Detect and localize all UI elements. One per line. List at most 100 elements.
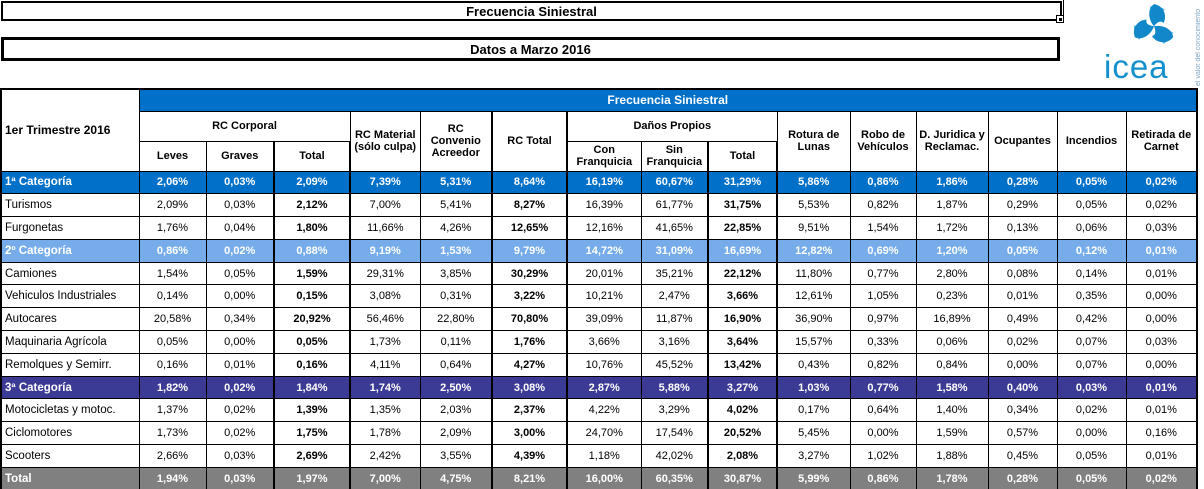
data-cell[interactable]: 2,08% xyxy=(707,444,778,468)
data-cell[interactable]: 0,77% xyxy=(849,375,917,400)
data-cell[interactable]: 11,87% xyxy=(640,307,709,332)
data-cell[interactable]: 3,29% xyxy=(640,398,709,423)
data-cell[interactable]: 0,07% xyxy=(1056,352,1127,377)
data-cell[interactable]: 5,45% xyxy=(776,421,851,446)
data-cell[interactable]: 42,02% xyxy=(640,444,709,468)
data-cell[interactable]: 1,82% xyxy=(138,375,207,400)
data-cell[interactable]: 3,27% xyxy=(776,444,851,468)
data-cell[interactable]: 2,09% xyxy=(419,421,493,446)
row-label[interactable]: 1ª Categoría xyxy=(0,170,140,195)
data-cell[interactable]: 1,18% xyxy=(566,444,642,468)
data-cell[interactable]: 1,03% xyxy=(776,375,851,400)
data-cell[interactable]: 0,02% xyxy=(205,375,275,400)
data-cell[interactable]: 2,09% xyxy=(138,193,207,218)
data-cell[interactable]: 0,86% xyxy=(849,170,917,195)
data-cell[interactable]: 0,77% xyxy=(849,261,917,286)
data-cell[interactable]: 2,37% xyxy=(491,398,568,423)
column-header[interactable]: Rotura de Lunas xyxy=(776,110,851,172)
row-label[interactable]: Ciclomotores xyxy=(0,421,140,446)
data-cell[interactable]: 0,02% xyxy=(1056,398,1127,423)
data-cell[interactable]: 24,70% xyxy=(566,421,642,446)
data-cell[interactable]: 7,39% xyxy=(349,170,421,195)
column-header[interactable]: RC Convenio Acreedor xyxy=(419,110,493,172)
data-cell[interactable]: 8,27% xyxy=(491,193,568,218)
data-cell[interactable]: 3,55% xyxy=(419,444,493,468)
data-cell[interactable]: 0,03% xyxy=(205,466,275,489)
data-cell[interactable]: 0,28% xyxy=(987,170,1058,195)
data-cell[interactable]: 9,19% xyxy=(349,238,421,263)
data-cell[interactable]: 0,02% xyxy=(1125,170,1198,195)
column-header[interactable]: Ocupantes xyxy=(987,110,1058,172)
data-cell[interactable]: 31,09% xyxy=(640,238,709,263)
data-cell[interactable]: 0,28% xyxy=(987,466,1058,489)
data-cell[interactable]: 0,00% xyxy=(1056,421,1127,446)
data-cell[interactable]: 36,90% xyxy=(776,307,851,332)
data-cell[interactable]: 0,05% xyxy=(987,238,1058,263)
data-cell[interactable]: 1,74% xyxy=(349,375,421,400)
data-cell[interactable]: 0,86% xyxy=(849,466,917,489)
data-cell[interactable]: 0,01% xyxy=(987,284,1058,309)
data-cell[interactable]: 0,02% xyxy=(205,398,275,423)
row-label[interactable]: Autocares xyxy=(0,307,140,332)
data-cell[interactable]: 1,58% xyxy=(915,375,989,400)
data-cell[interactable]: 20,58% xyxy=(138,307,207,332)
data-cell[interactable]: 0,00% xyxy=(1125,352,1198,377)
data-cell[interactable]: 2,87% xyxy=(566,375,642,400)
column-header[interactable]: D. Juridica y Reclamac. xyxy=(915,110,989,172)
data-cell[interactable]: 1,20% xyxy=(915,238,989,263)
data-cell[interactable]: 0,00% xyxy=(1125,307,1198,332)
data-cell[interactable]: 0,14% xyxy=(1056,261,1127,286)
data-cell[interactable]: 0,01% xyxy=(205,352,275,377)
data-cell[interactable]: 0,16% xyxy=(1125,421,1198,446)
data-cell[interactable]: 0,86% xyxy=(138,238,207,263)
data-cell[interactable]: 0,00% xyxy=(987,352,1058,377)
data-cell[interactable]: 1,53% xyxy=(419,238,493,263)
data-cell[interactable]: 16,69% xyxy=(707,238,778,263)
data-cell[interactable]: 2,09% xyxy=(273,170,351,195)
data-cell[interactable]: 0,03% xyxy=(1125,216,1198,240)
data-cell[interactable]: 3,66% xyxy=(566,330,642,354)
data-cell[interactable]: 3,22% xyxy=(491,284,568,309)
data-cell[interactable]: 2,80% xyxy=(915,261,989,286)
data-cell[interactable]: 1,40% xyxy=(915,398,989,423)
data-cell[interactable]: 1,86% xyxy=(915,170,989,195)
data-cell[interactable]: 1,73% xyxy=(138,421,207,446)
data-cell[interactable]: 9,51% xyxy=(776,216,851,240)
data-cell[interactable]: 3,08% xyxy=(349,284,421,309)
data-cell[interactable]: 7,00% xyxy=(349,466,421,489)
data-cell[interactable]: 3,66% xyxy=(707,284,778,309)
data-cell[interactable]: 1,59% xyxy=(915,421,989,446)
data-cell[interactable]: 1,78% xyxy=(915,466,989,489)
data-cell[interactable]: 0,82% xyxy=(849,193,917,218)
data-cell[interactable]: 22,85% xyxy=(707,216,778,240)
data-cell[interactable]: 20,01% xyxy=(566,261,642,286)
row-label[interactable]: 3ª Categoría xyxy=(0,375,140,400)
data-cell[interactable]: 3,16% xyxy=(640,330,709,354)
data-cell[interactable]: 1,39% xyxy=(273,398,351,423)
data-cell[interactable]: 0,16% xyxy=(138,352,207,377)
data-cell[interactable]: 1,80% xyxy=(273,216,351,240)
column-subheader[interactable]: Graves xyxy=(205,140,275,172)
data-cell[interactable]: 0,17% xyxy=(776,398,851,423)
data-cell[interactable]: 0,03% xyxy=(1056,375,1127,400)
data-cell[interactable]: 0,00% xyxy=(1125,284,1198,309)
data-cell[interactable]: 2,03% xyxy=(419,398,493,423)
data-cell[interactable]: 0,02% xyxy=(205,421,275,446)
data-cell[interactable]: 1,75% xyxy=(273,421,351,446)
row-label[interactable]: Camiones xyxy=(0,261,140,286)
column-header[interactable]: Incendios xyxy=(1056,110,1127,172)
data-cell[interactable]: 4,22% xyxy=(566,398,642,423)
data-cell[interactable]: 0,42% xyxy=(1056,307,1127,332)
data-cell[interactable]: 16,00% xyxy=(566,466,642,489)
data-cell[interactable]: 1,35% xyxy=(349,398,421,423)
data-cell[interactable]: 5,41% xyxy=(419,193,493,218)
data-cell[interactable]: 20,92% xyxy=(273,307,351,332)
data-cell[interactable]: 39,09% xyxy=(566,307,642,332)
data-cell[interactable]: 0,29% xyxy=(987,193,1058,218)
data-cell[interactable]: 0,35% xyxy=(1056,284,1127,309)
data-cell[interactable]: 0,97% xyxy=(849,307,917,332)
data-cell[interactable]: 2,42% xyxy=(349,444,421,468)
subtitle-box[interactable]: Datos a Marzo 2016 xyxy=(1,37,1060,61)
data-cell[interactable]: 22,80% xyxy=(419,307,493,332)
data-cell[interactable]: 12,65% xyxy=(491,216,568,240)
